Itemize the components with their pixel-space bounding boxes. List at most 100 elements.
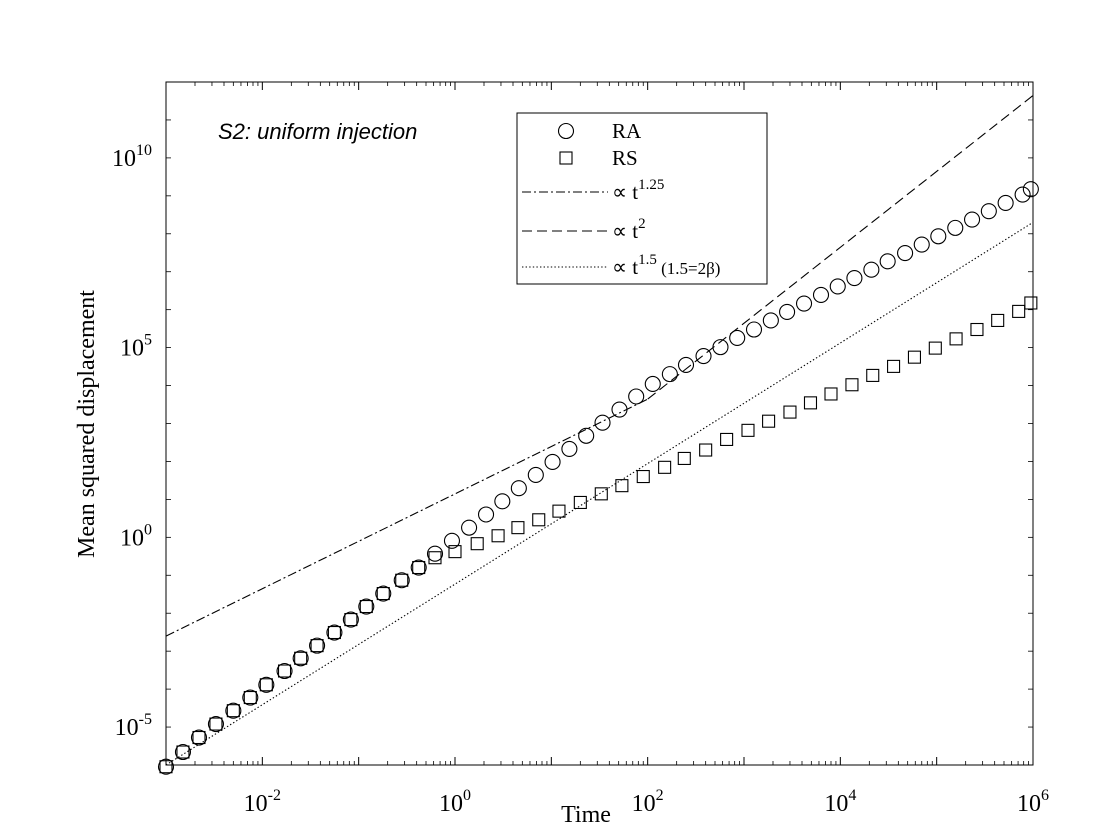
ra-marker — [611, 401, 628, 418]
rs-marker — [511, 521, 525, 535]
rs-marker — [209, 717, 223, 731]
legend-label: ∝ t1.5 (1.5=2β) — [612, 252, 720, 279]
x-tick-label: 104 — [824, 787, 856, 817]
rs-marker — [294, 651, 308, 665]
rs-marker — [243, 690, 257, 705]
y-axis-label: Mean squared displacement — [74, 290, 100, 558]
x-tick-label: 100 — [439, 787, 471, 817]
ra-marker — [410, 559, 427, 576]
ra-marker — [997, 194, 1014, 211]
rs-marker — [845, 378, 859, 392]
legend-label: RA — [612, 119, 642, 143]
rs-marker — [594, 487, 608, 501]
rs-marker — [259, 678, 273, 692]
ra-marker — [426, 545, 444, 562]
series-ra — [157, 181, 1039, 775]
legend-circle-symbol — [557, 122, 575, 140]
ra-marker — [947, 219, 964, 236]
rs-marker — [532, 513, 546, 527]
rs-marker — [677, 451, 691, 465]
rs-marker — [395, 573, 409, 587]
x-axis-label: Time — [561, 802, 611, 828]
ra-marker — [712, 339, 729, 356]
ra-marker — [1014, 186, 1031, 203]
rs-marker — [887, 359, 901, 373]
rs-marker — [720, 432, 734, 446]
ra-marker — [225, 702, 242, 719]
y-tick-label: 100 — [120, 521, 152, 551]
rs-marker — [907, 350, 922, 364]
rs-marker — [412, 560, 426, 575]
ra-marker — [913, 236, 930, 253]
legend-box — [516, 112, 768, 285]
rs-marker — [226, 704, 240, 718]
ra-marker — [863, 261, 880, 278]
rs-marker — [470, 537, 484, 551]
rs-marker — [615, 479, 629, 493]
ra-marker — [342, 611, 359, 628]
rs-marker — [552, 504, 566, 518]
ra-marker — [879, 253, 896, 270]
legend: RA RS ∝ t1.25 ∝ t2 ∝ t1.5 (1.5=2β) — [516, 112, 768, 285]
ra-marker — [326, 624, 343, 641]
x-tick-label: 102 — [632, 787, 664, 817]
ra-marker — [494, 493, 511, 510]
rs-marker — [699, 443, 713, 457]
ticks: 10-2 100 102 104 106 10-5 100 105 1010 — [112, 81, 1049, 817]
ra-marker — [258, 676, 275, 693]
rs-marker — [359, 599, 373, 614]
ra-marker — [527, 466, 544, 484]
rs-marker — [448, 545, 462, 559]
ra-marker — [1022, 181, 1039, 198]
ra-marker — [594, 414, 611, 431]
legend-label: RS — [612, 146, 638, 170]
rs-marker — [636, 469, 650, 484]
rs-marker — [658, 460, 672, 474]
annotation-text: S2: uniform injection — [218, 119, 417, 144]
ra-marker — [292, 650, 309, 667]
rs-marker — [783, 405, 797, 419]
ra-marker — [276, 662, 293, 680]
ra-marker — [561, 440, 578, 457]
rs-marker — [762, 414, 776, 428]
ra-marker — [628, 388, 645, 405]
rs-marker — [928, 341, 942, 355]
ra-marker — [762, 312, 779, 329]
rs-marker — [741, 423, 755, 437]
x-tick-label: 10-2 — [244, 787, 281, 817]
y-tick-label: 10-5 — [115, 711, 152, 741]
series-rs — [159, 296, 1038, 774]
reference-line — [165, 221, 1034, 766]
ra-marker — [358, 598, 375, 615]
ra-marker — [795, 295, 813, 312]
rs-marker — [866, 368, 880, 382]
ra-marker — [661, 366, 678, 383]
ra-marker — [964, 211, 981, 228]
reference-lines — [165, 95, 1034, 766]
rs-marker — [970, 322, 984, 337]
rs-marker — [991, 313, 1005, 327]
legend-label: ∝ t2 — [612, 216, 646, 243]
ra-marker — [190, 729, 208, 746]
rs-marker — [1024, 296, 1038, 310]
y-tick-label: 105 — [120, 332, 152, 362]
ra-marker — [461, 519, 478, 536]
rs-marker — [376, 586, 390, 601]
ra-marker — [644, 375, 661, 393]
rs-marker — [159, 760, 173, 774]
rs-marker — [327, 625, 341, 640]
x-tick-label: 106 — [1017, 787, 1049, 817]
ra-marker — [846, 270, 863, 287]
ra-marker — [677, 356, 695, 373]
ra-marker — [242, 689, 259, 706]
rs-marker — [176, 745, 190, 759]
rs-marker — [824, 387, 838, 401]
rs-marker — [803, 396, 818, 410]
ra-marker — [812, 286, 830, 303]
ra-marker — [779, 303, 796, 321]
rs-marker — [192, 730, 206, 745]
y-tick-label: 1010 — [112, 142, 152, 172]
rs-marker — [491, 529, 505, 543]
legend-square-symbol — [559, 151, 573, 165]
